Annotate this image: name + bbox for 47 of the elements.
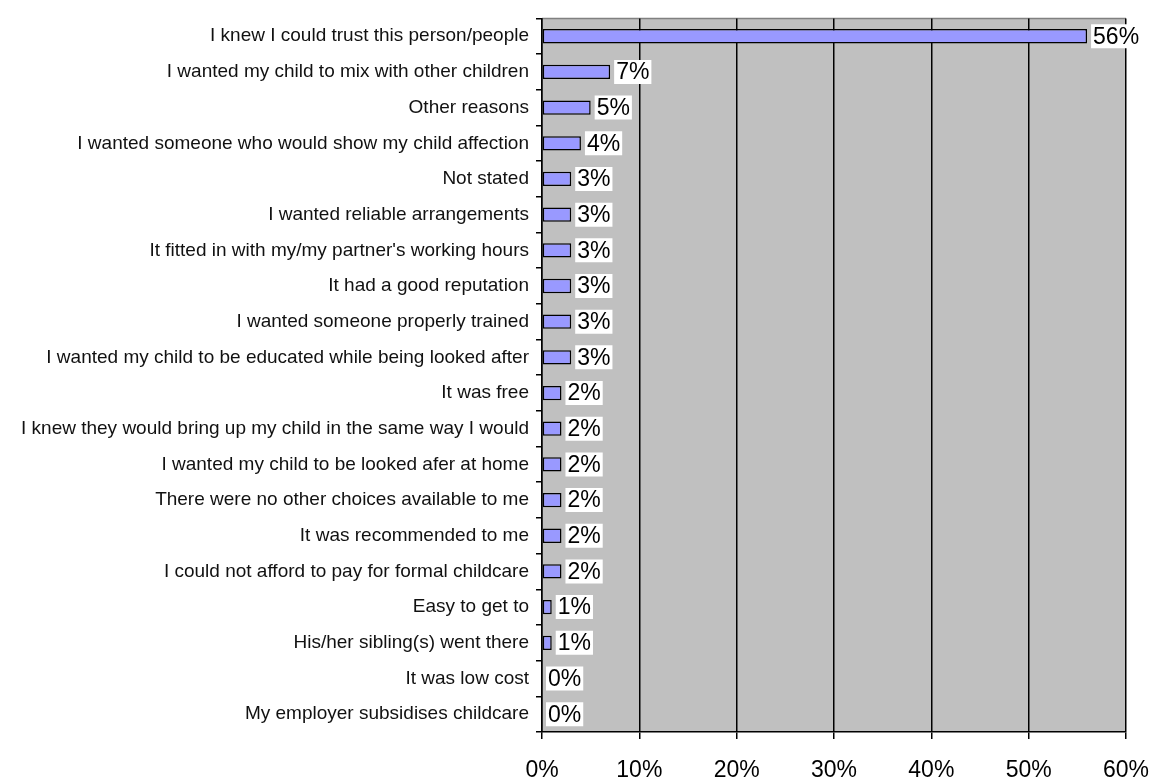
data-label: 2% — [567, 450, 601, 477]
data-label: 1% — [557, 629, 591, 656]
data-label: 3% — [577, 272, 611, 299]
y-tick-label: I wanted my child to mix with other children — [166, 60, 529, 82]
x-tick-label: 10% — [616, 756, 663, 781]
y-tick-label: It was low cost — [405, 666, 530, 688]
x-tick-label: 20% — [713, 756, 760, 781]
y-tick-label: I could not afford to pay for formal childcare — [163, 559, 529, 581]
y-tick-label: I knew they would bring up my child in the same way I would — [21, 416, 529, 438]
data-label: 4% — [586, 129, 621, 156]
y-tick-label: I wanted someone properly trained — [236, 309, 529, 331]
y-tick-label: It was recommended to me — [299, 523, 529, 545]
y-tick-label: I wanted someone who would show my child affection — [77, 131, 529, 153]
data-label: 0% — [548, 700, 582, 727]
y-tick-label: It had a good reputation — [328, 274, 529, 296]
data-label: 7% — [616, 58, 650, 85]
data-label: 2% — [567, 522, 601, 549]
data-label: 5% — [596, 93, 630, 120]
data-label: 0% — [548, 664, 582, 691]
data-label: 3% — [577, 343, 611, 370]
y-tick-label: I knew I could trust this person/people — [210, 24, 529, 46]
y-tick-label: My employer subsidises childcare — [244, 702, 529, 724]
data-label: 2% — [567, 486, 601, 513]
y-tick-label: There were no other choices available to me — [155, 488, 529, 510]
y-tick-label: I wanted my child to be educated while being looked after — [46, 345, 530, 367]
x-tick-label: 50% — [1005, 756, 1052, 781]
data-label: 3% — [577, 165, 611, 192]
y-tick-label: Easy to get to — [412, 595, 529, 617]
data-label: 2% — [567, 379, 601, 406]
data-label: 2% — [567, 557, 601, 584]
data-label: 3% — [577, 236, 611, 263]
y-tick-label: Not stated — [442, 167, 529, 189]
x-tick-label: 30% — [810, 756, 858, 781]
x-tick-label: 60% — [1102, 756, 1150, 781]
data-label: 3% — [577, 308, 611, 335]
data-label: 2% — [567, 415, 601, 442]
y-tick-label: I wanted reliable arrangements — [268, 202, 529, 224]
y-tick-label: I wanted my child to be looked afer at home — [161, 452, 529, 474]
data-label: 56% — [1093, 22, 1140, 49]
y-tick-label: His/her sibling(s) went there — [293, 631, 529, 653]
y-tick-label: It fitted in with my/my partner's working hours — [149, 238, 529, 260]
data-label: 3% — [577, 200, 611, 227]
x-tick-label: 0% — [525, 756, 559, 781]
data-label: 1% — [557, 593, 591, 620]
y-tick-label: Other reasons — [408, 95, 529, 117]
y-tick-label: It was free — [441, 381, 529, 403]
x-tick-label: 40% — [908, 756, 955, 781]
